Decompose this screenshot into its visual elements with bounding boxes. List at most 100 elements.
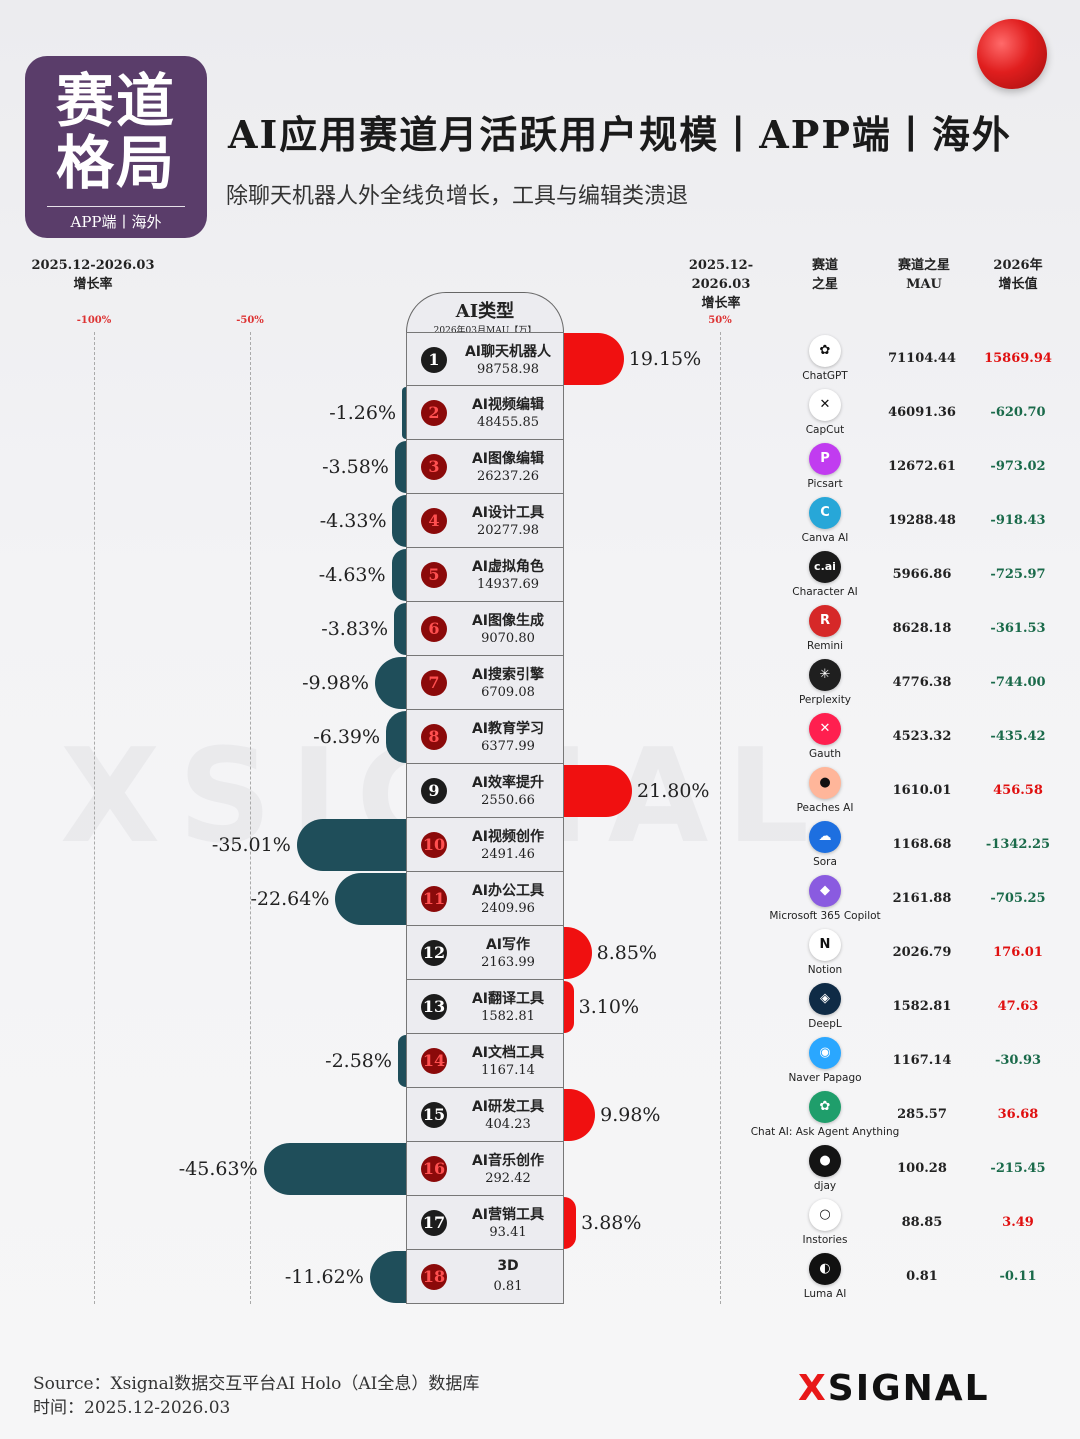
growth-bar (335, 873, 406, 925)
growth-bar (564, 927, 592, 979)
rank-badge: 11 (421, 886, 447, 912)
star-app-mau: 12672.61 (888, 459, 956, 474)
growth-label: -45.63% (178, 1158, 258, 1180)
notion-icon: N (809, 929, 841, 961)
star-header: 赛道 之星 (800, 256, 850, 294)
category-name: AI视频创作 (471, 829, 545, 845)
rank-badge: 6 (421, 616, 447, 642)
growth-bar (397, 1035, 406, 1087)
growth-bar (564, 1089, 596, 1141)
category-cell: 14 AI文档工具 1167.14 (406, 1034, 564, 1088)
increase-header: 2026年 增长值 (982, 256, 1054, 294)
growth-label: 9.98% (600, 1104, 661, 1126)
star-app-name: Picsart (807, 478, 843, 490)
growth-label: -4.33% (319, 510, 387, 532)
axis-tick-label: 50% (708, 315, 732, 326)
star-app-increase: 36.68 (997, 1107, 1039, 1122)
category-mau: 98758.98 (476, 362, 540, 377)
growth-bar (402, 387, 406, 439)
category-cell: 1 AI聊天机器人 98758.98 (406, 332, 564, 386)
star-app-mau: 4776.38 (892, 675, 952, 690)
axis-tick-label: -50% (236, 315, 264, 326)
category-cell: 5 AI虚拟角色 14937.69 (406, 548, 564, 602)
category-mau: 26237.26 (476, 469, 540, 484)
star-app-name: Luma AI (803, 1288, 847, 1300)
category-cell: 16 AI音乐创作 292.42 (406, 1142, 564, 1196)
character-ai-icon: c.ai (809, 551, 841, 583)
category-name: AI图像编辑 (471, 451, 545, 467)
star-app-mau: 1168.68 (892, 837, 952, 852)
star-app-increase: 456.58 (993, 783, 1043, 798)
growth-label: -35.01% (211, 834, 291, 856)
category-name: AI聊天机器人 (464, 344, 552, 360)
star-app-name: Instories (802, 1234, 848, 1246)
growth-label: -1.26% (329, 402, 396, 424)
star-app-increase: -725.97 (990, 567, 1046, 582)
growth-bar (564, 981, 574, 1033)
rank-badge: 8 (421, 724, 447, 750)
right-growth-header: 2025.12-2026.03 增长率 (660, 256, 782, 313)
star-app-increase: -918.43 (990, 513, 1046, 528)
growth-label: 8.85% (596, 942, 657, 964)
category-mau: 292.42 (485, 1171, 531, 1186)
category-cell: 8 AI教育学习 6377.99 (406, 710, 564, 764)
column-title: AI类型 (455, 301, 515, 322)
naver-papago-icon: ◉ (809, 1037, 841, 1069)
rank-badge: 16 (421, 1156, 447, 1182)
star-app-name: Naver Papago (788, 1072, 862, 1084)
growth-bar (296, 819, 406, 871)
growth-bar (391, 549, 406, 601)
category-mau: 2550.66 (481, 793, 535, 808)
category-name: AI写作 (485, 937, 531, 953)
rank-badge: 9 (421, 778, 447, 804)
canva-icon: C (809, 497, 841, 529)
growth-label: -6.39% (313, 726, 381, 748)
category-name: AI视频编辑 (471, 397, 545, 413)
category-column-header: AI类型 2026年03月MAU【万】 (406, 292, 564, 336)
star-app-increase: -0.11 (999, 1269, 1037, 1284)
category-mau: 9070.80 (481, 631, 535, 646)
category-name: AI搜索引擎 (471, 667, 545, 683)
star-app-name: Canva AI (801, 532, 849, 544)
star-app-mau: 1582.81 (892, 999, 952, 1014)
chatgpt-icon: ✿ (809, 335, 841, 367)
star-app-increase: -435.42 (990, 729, 1046, 744)
category-cell: 6 AI图像生成 9070.80 (406, 602, 564, 656)
star-app-name: Peaches AI (796, 802, 854, 814)
growth-label: 3.88% (581, 1212, 642, 1234)
star-app-mau: 88.85 (901, 1215, 943, 1230)
deepl-icon: ◈ (809, 983, 841, 1015)
category-name: AI设计工具 (471, 505, 545, 521)
chart-subtitle: 除聊天机器人外全线负增长，工具与编辑类溃退 (226, 184, 689, 209)
growth-label: 21.80% (637, 780, 710, 802)
star-app-mau: 1167.14 (892, 1053, 952, 1068)
picsart-icon: P (809, 443, 841, 475)
category-mau: 2491.46 (481, 847, 535, 862)
category-name: AI营销工具 (471, 1207, 545, 1223)
column-subtitle: 2026年03月MAU【万】 (433, 326, 537, 336)
category-cell: 12 AI写作 2163.99 (406, 926, 564, 980)
growth-label: -22.64% (250, 888, 330, 910)
category-mau: 6377.99 (481, 739, 535, 754)
star-app-name: DeepL (808, 1018, 842, 1030)
brand-text: SIGNAL (827, 1368, 990, 1409)
category-name: AI虚拟角色 (471, 559, 545, 575)
category-name: AI办公工具 (471, 883, 545, 899)
star-app-mau: 2161.88 (892, 891, 952, 906)
star-app-mau: 2026.79 (892, 945, 952, 960)
star-app-increase: -1342.25 (985, 837, 1051, 852)
capcut-icon: ✕ (809, 389, 841, 421)
category-mau: 93.41 (489, 1225, 527, 1240)
category-cell: 2 AI视频编辑 48455.85 (406, 386, 564, 440)
axis-tick-label: -100% (76, 315, 112, 326)
star-app-name: Gauth (809, 748, 841, 760)
growth-bar (369, 1251, 406, 1303)
star-header-top: 赛道 (811, 258, 838, 273)
category-mau: 14937.69 (476, 577, 540, 592)
category-name: AI文档工具 (471, 1045, 545, 1061)
star-app-mau: 8628.18 (892, 621, 952, 636)
section-badge: 赛道 格局 APP端丨海外 (25, 56, 207, 238)
star-header-bottom: 之星 (811, 277, 838, 292)
category-cell: 10 AI视频创作 2491.46 (406, 818, 564, 872)
star-app-mau: 100.28 (897, 1161, 947, 1176)
